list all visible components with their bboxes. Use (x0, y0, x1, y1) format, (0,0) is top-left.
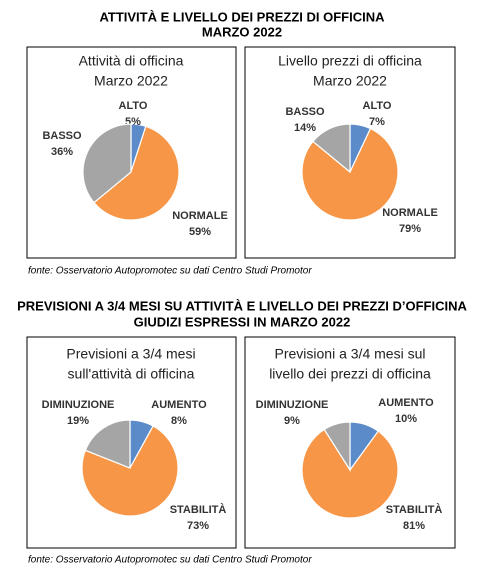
slice-value-label: 14% (294, 122, 316, 134)
pie-slice (312, 123, 351, 174)
section-title: PREVISIONI A 3/4 MESI SU ATTIVITÀ E LIVE… (17, 298, 467, 313)
chart-title: Livello prezzi di officina (278, 53, 422, 69)
chart-title: livello dei prezzi di officina (269, 366, 431, 382)
slice-value-label: 19% (67, 415, 89, 427)
chart-title: sull'attività di officina (68, 366, 195, 382)
slice-value-label: 81% (403, 520, 425, 532)
pie-slice (93, 125, 180, 221)
slice-category: NORMALE (172, 210, 228, 222)
pie-slice (301, 127, 399, 221)
chart-title: Attività di officina (79, 53, 184, 69)
pie-slice (301, 428, 399, 519)
slice-category: DIMINUZIONE (256, 399, 329, 411)
section-title: ATTIVITÀ E LIVELLO DEI PREZZI DI OFFICIN… (99, 9, 385, 24)
pie-slice (323, 421, 351, 473)
slice-category: BASSO (42, 130, 82, 142)
slice-category: NORMALE (382, 207, 438, 219)
source: fonte: Osservatorio Autopromotec su dati… (28, 266, 312, 277)
pie-slice (81, 425, 179, 517)
slice-value-label: 79% (399, 223, 421, 235)
slice-category: BASSO (285, 106, 325, 118)
slice-category: ALTO (363, 100, 392, 112)
source: fonte: Osservatorio Autopromotec su dati… (28, 555, 312, 566)
slice-value-label: 73% (187, 520, 209, 532)
section-title: MARZO 2022 (202, 24, 282, 39)
slice-value-label: 10% (395, 413, 417, 425)
slice-category: AUMENTO (151, 399, 207, 411)
slice-category: ALTO (119, 100, 148, 112)
chart-title: Marzo 2022 (313, 73, 387, 89)
slice-value-label: 59% (189, 226, 211, 238)
slice-value-label: 8% (171, 415, 187, 427)
slice-value-label: 7% (369, 116, 385, 128)
slice-value-label: 9% (284, 415, 300, 427)
chart-title: Marzo 2022 (94, 73, 168, 89)
slice-category: STABILITÀ (170, 503, 227, 516)
pie-slice (82, 123, 132, 204)
slice-category: AUMENTO (378, 397, 434, 409)
slice-category: DIMINUZIONE (42, 399, 115, 411)
chart-title: Previsioni a 3/4 mesi (66, 346, 195, 362)
chart-title: Previsioni a 3/4 mesi sul (275, 346, 426, 362)
pie-slice (84, 419, 131, 469)
slice-category: STABILITÀ (386, 503, 443, 516)
section-title: GIUDIZI ESPRESSI IN MARZO 2022 (134, 314, 351, 329)
slice-value-label: 36% (51, 146, 73, 158)
